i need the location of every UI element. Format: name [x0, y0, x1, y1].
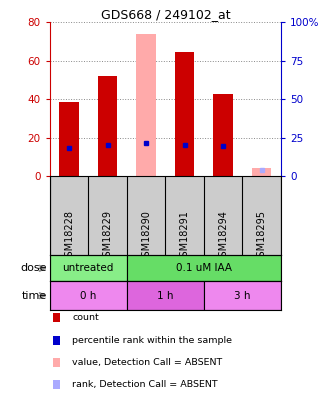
Text: rank, Detection Call = ABSENT: rank, Detection Call = ABSENT: [72, 380, 218, 389]
Bar: [136, 34, 156, 176]
Bar: [50, 281, 127, 310]
Bar: [98, 76, 117, 176]
Text: untreated: untreated: [63, 263, 114, 273]
Text: count: count: [72, 313, 99, 322]
Text: percentile rank within the sample: percentile rank within the sample: [72, 336, 232, 345]
Bar: [127, 255, 281, 281]
Bar: [213, 94, 233, 176]
Text: dose: dose: [20, 263, 47, 273]
Text: 1 h: 1 h: [157, 291, 174, 301]
Bar: [252, 168, 271, 176]
Text: time: time: [21, 291, 47, 301]
Bar: [127, 281, 204, 310]
Text: value, Detection Call = ABSENT: value, Detection Call = ABSENT: [72, 358, 222, 367]
Text: 3 h: 3 h: [234, 291, 251, 301]
Bar: [175, 52, 194, 176]
Bar: [204, 281, 281, 310]
Text: 0 h: 0 h: [80, 291, 97, 301]
Title: GDS668 / 249102_at: GDS668 / 249102_at: [100, 8, 230, 21]
Bar: [50, 255, 127, 281]
Bar: [59, 102, 79, 176]
Text: 0.1 uM IAA: 0.1 uM IAA: [176, 263, 232, 273]
